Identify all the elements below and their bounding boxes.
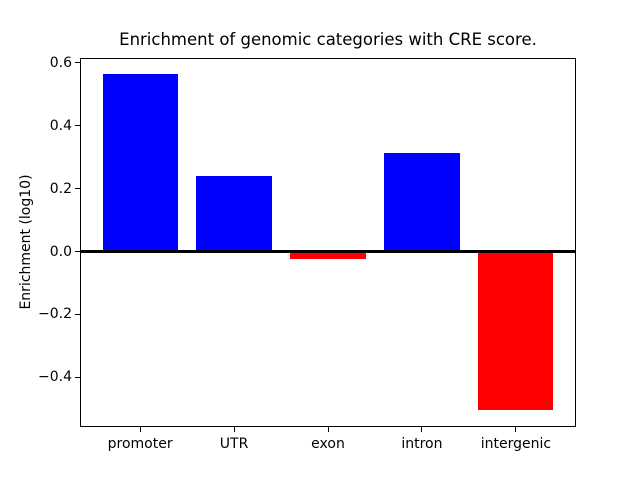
plot-layer: promoter UTR exon intron intergenic 0.6 0.4 0.2…: [38, 55, 576, 452]
x-axis-tick: [139, 427, 141, 433]
y-axis-tick: [75, 188, 80, 190]
bar-promoter: [102, 74, 178, 252]
bar-intron: [384, 153, 460, 252]
y-tick-label: 0.6: [49, 54, 72, 71]
x-tick-label-exon: exon: [311, 436, 345, 453]
x-tick-label-intron: intron: [401, 436, 443, 453]
x-tick-label-promoter: promoter: [107, 436, 173, 453]
zero-line: [80, 250, 576, 253]
y-tick-label: −0.2: [38, 306, 72, 323]
y-axis-tick: [75, 313, 80, 315]
x-axis-tick: [327, 427, 329, 433]
y-tick-label: 0.2: [49, 180, 72, 197]
bar-exon: [290, 251, 366, 260]
bar-intergenic: [478, 251, 554, 411]
x-tick-label-UTR: UTR: [219, 436, 249, 453]
x-tick-label-intergenic: intergenic: [480, 436, 552, 453]
y-axis-tick: [75, 125, 80, 127]
x-axis-tick: [515, 427, 517, 433]
bar-UTR: [196, 176, 272, 252]
y-axis-tick: [75, 251, 80, 253]
y-axis-tick: [75, 62, 80, 64]
x-axis-tick: [421, 427, 423, 433]
y-tick-label: 0.0: [49, 243, 72, 260]
x-axis-tick: [233, 427, 235, 433]
y-tick-label: −0.4: [38, 369, 72, 386]
chart-title: Enrichment of genomic categories with CR…: [119, 30, 537, 49]
y-tick-label: 0.4: [49, 117, 72, 134]
y-axis-tick: [75, 376, 80, 378]
